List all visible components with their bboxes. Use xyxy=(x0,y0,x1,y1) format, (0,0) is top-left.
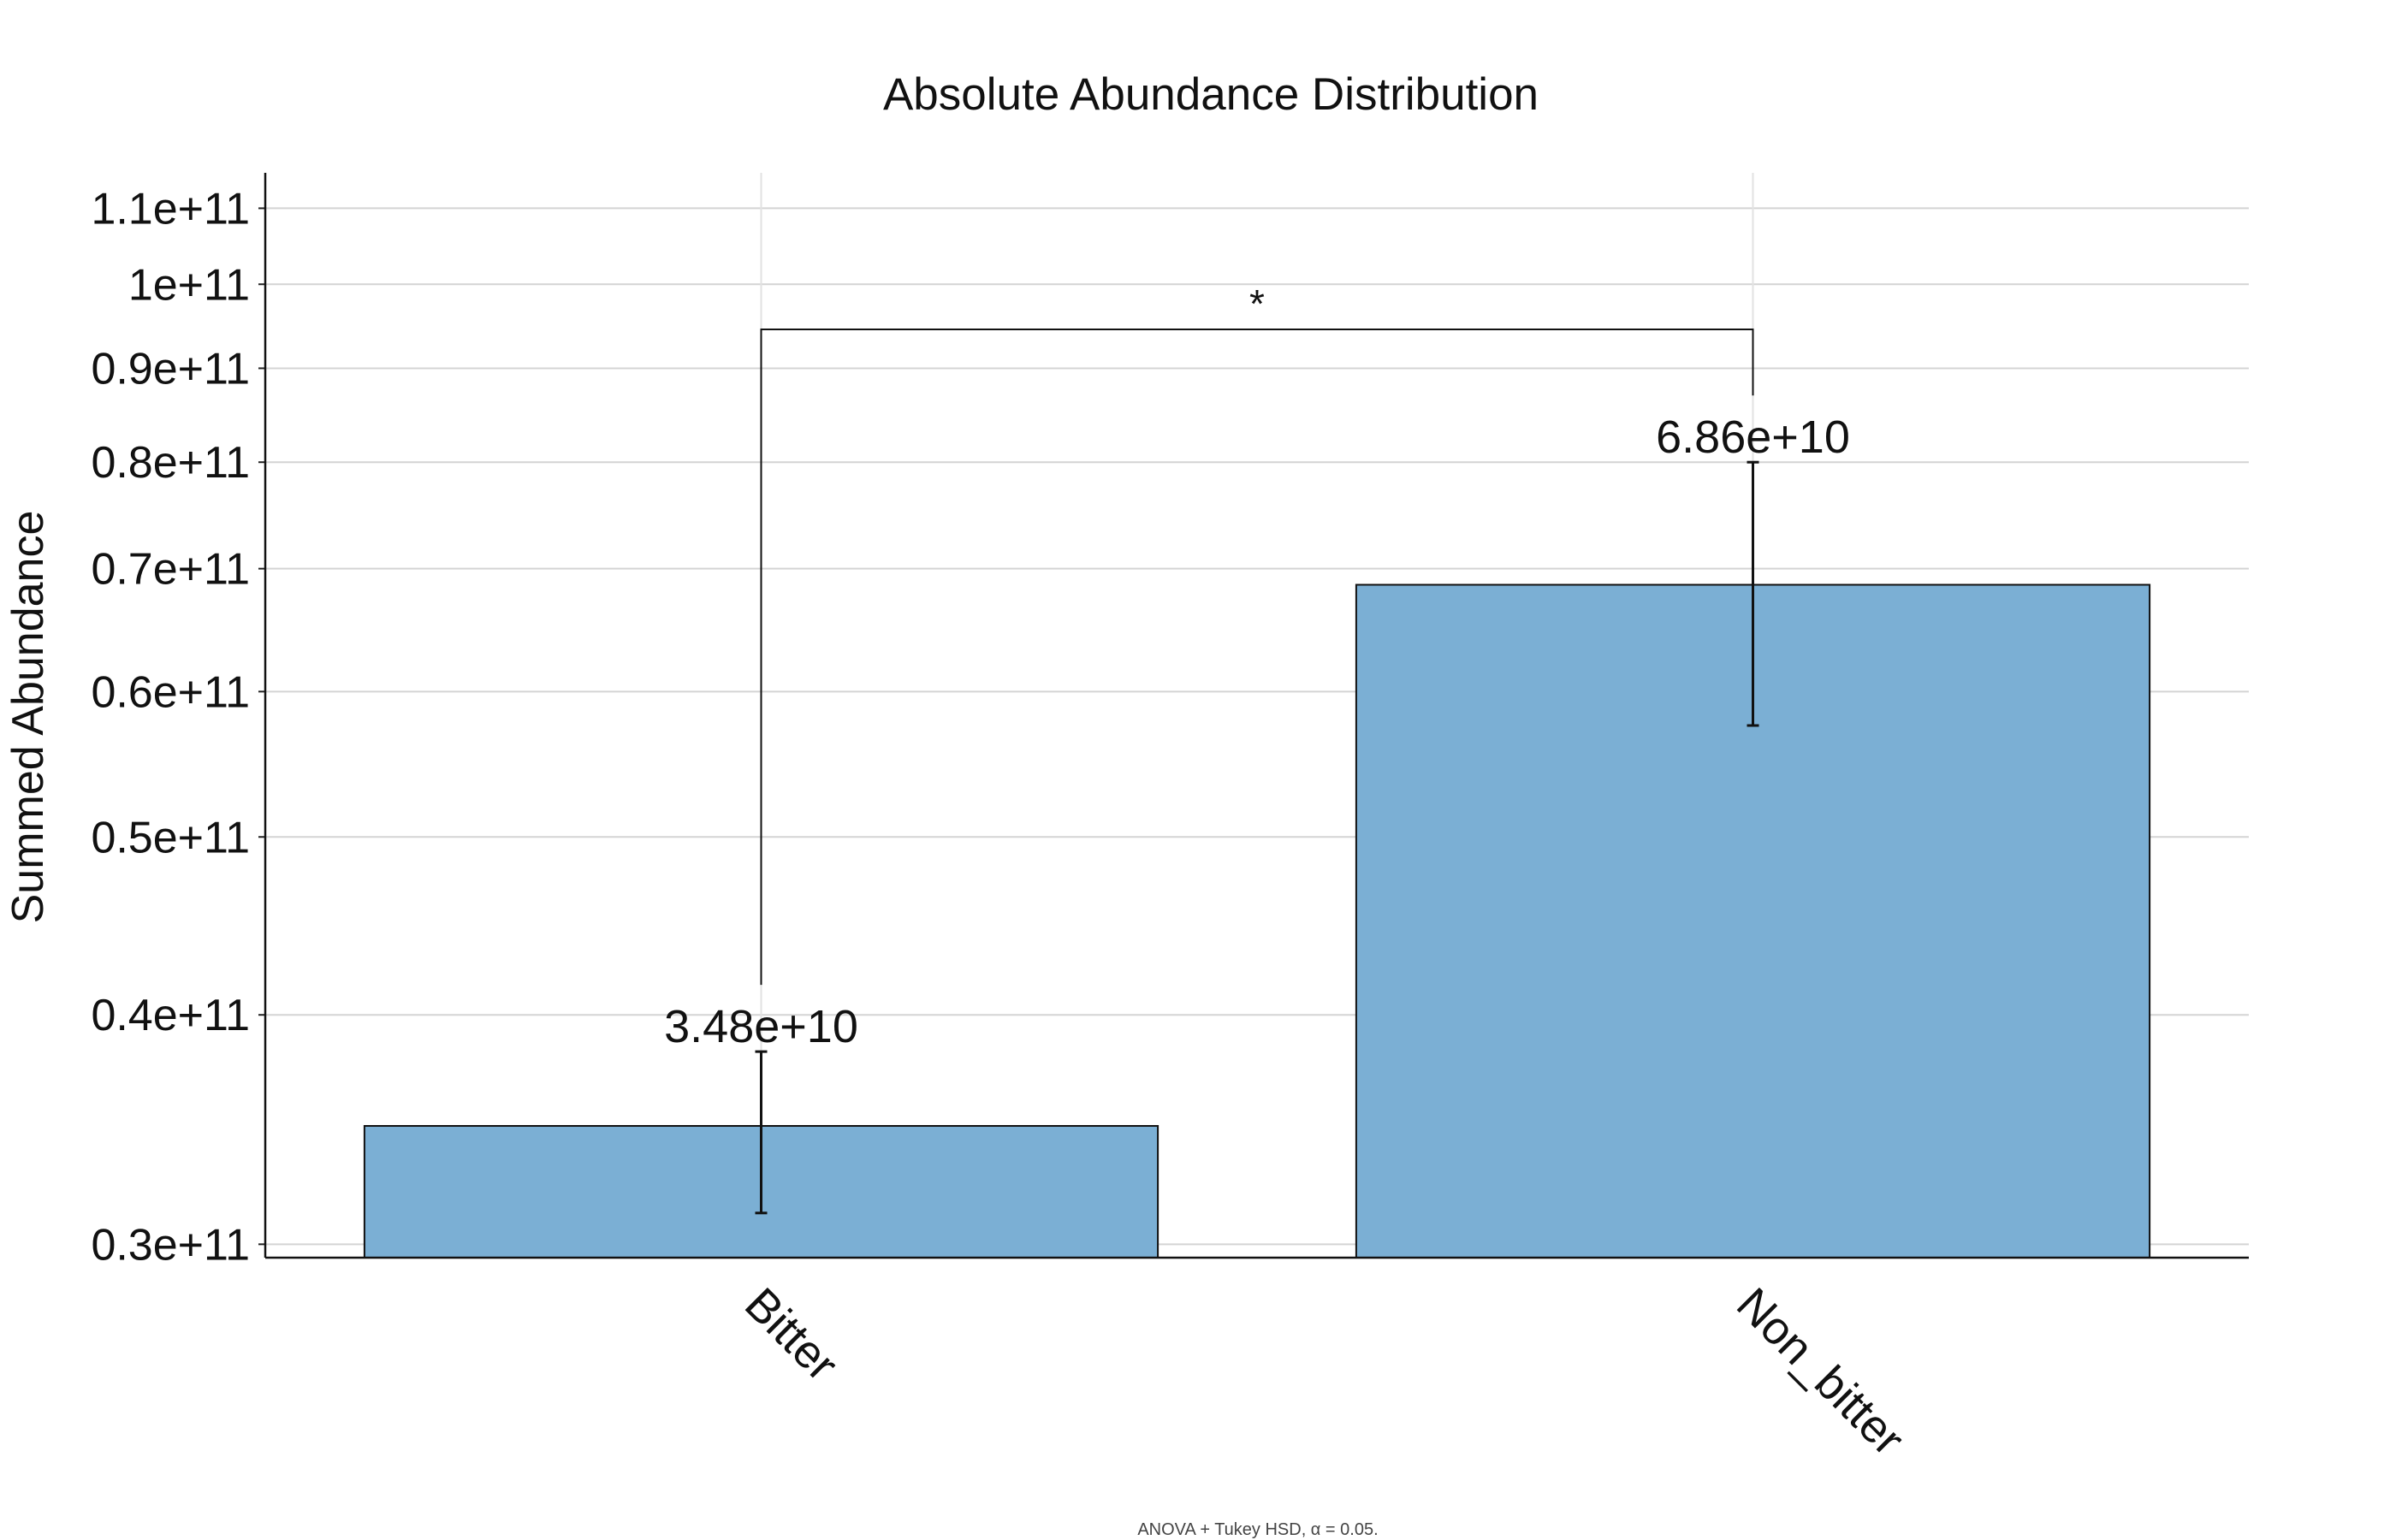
y-axis-label: Summed Abundance xyxy=(3,511,53,924)
statistics-note: ANOVA + Tukey HSD, α = 0.05. xyxy=(1137,1520,1378,1539)
data-label: 6.86e+10 xyxy=(1656,412,1850,463)
x-tick-label: Non_bitter xyxy=(1727,1278,1914,1466)
y-tick-label: 0.9e+11 xyxy=(91,344,250,394)
y-tick-label: 1.1e+11 xyxy=(91,184,250,234)
bars-layer xyxy=(363,328,2151,1259)
y-tick-label: 0.7e+11 xyxy=(91,545,250,595)
significance-bracket xyxy=(760,328,1754,986)
chart-title: Absolute Abundance Distribution xyxy=(883,69,1539,120)
y-tick-label: 0.3e+11 xyxy=(91,1220,250,1270)
axes-layer xyxy=(258,173,2249,1259)
y-tick-label: 1e+11 xyxy=(128,260,250,310)
significance-label: * xyxy=(1249,281,1265,326)
y-tick-label: 0.5e+11 xyxy=(91,813,250,862)
y-tick-label: 0.6e+11 xyxy=(91,667,250,717)
y-tick-label: 0.4e+11 xyxy=(91,991,250,1040)
y-tick-label: 0.8e+11 xyxy=(91,438,250,488)
data-label: 3.48e+10 xyxy=(664,1001,858,1052)
x-tick-label: Bitter xyxy=(735,1278,848,1391)
